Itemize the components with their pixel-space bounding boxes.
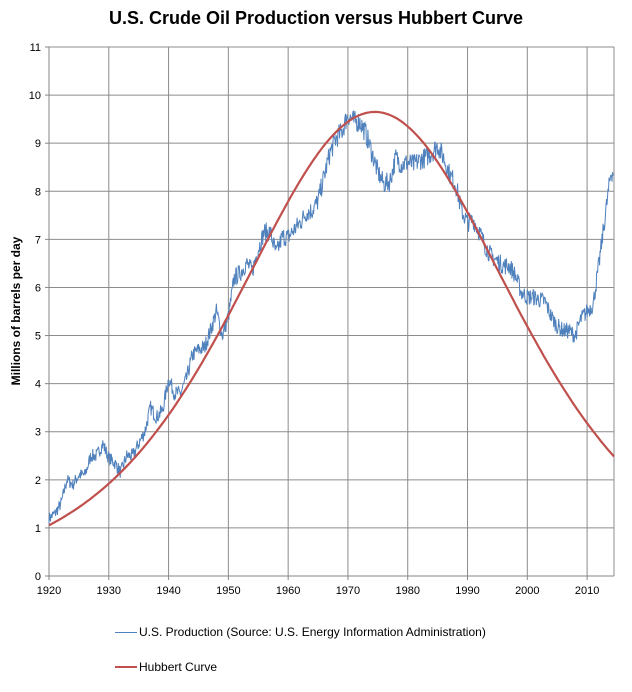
tick-labels: 0 1 2 3 4 5 6 7 8 9 10 11 1920 1930 1940 1950 1960 1970 19…: [29, 42, 600, 597]
y-tick-label-9: 9: [35, 138, 41, 150]
grid-lines: [49, 46, 615, 576]
y-tick-label-10: 10: [29, 90, 41, 102]
y-tick-label-8: 8: [35, 186, 41, 198]
series-line-hubbert-curve: [48, 110, 615, 527]
x-tick-label-1920: 1920: [37, 585, 61, 597]
legend-label-hubbert-curve: Hubbert Curve: [139, 660, 218, 674]
x-tick-label-1960: 1960: [276, 585, 300, 597]
y-tick-label-6: 6: [35, 282, 41, 294]
x-tick-label-1940: 1940: [156, 585, 180, 597]
x-tick-label-1980: 1980: [395, 585, 419, 597]
x-tick-label-1970: 1970: [336, 585, 360, 597]
y-tick-label-11: 11: [30, 42, 41, 54]
legend-swatch-hubbert-curve: [115, 666, 137, 668]
legend-label-us-production: U.S. Production (Source: U.S. Energy Inf…: [139, 625, 486, 639]
legend-item-us-production: U.S. Production (Source: U.S. Energy Inf…: [115, 625, 486, 639]
x-tick-label-1930: 1930: [97, 585, 121, 597]
y-tick-label-0: 0: [35, 571, 41, 583]
y-tick-label-2: 2: [35, 475, 41, 487]
legend-swatch-us-production: [115, 631, 137, 633]
chart-title: U.S. Crude Oil Production versus Hubbert…: [108, 8, 524, 28]
x-tick-label-2010: 2010: [575, 585, 599, 597]
x-tick-label-2000: 2000: [515, 585, 539, 597]
series-line-us-production: [48, 110, 614, 525]
x-tick-label-1990: 1990: [455, 585, 479, 597]
y-tick-label-1: 1: [35, 523, 41, 535]
legend-item-hubbert-curve: Hubbert Curve: [115, 660, 217, 674]
y-tick-label-3: 3: [35, 427, 41, 439]
y-tick-label-5: 5: [35, 331, 41, 343]
x-tick-label-1950: 1950: [216, 585, 240, 597]
y-tick-label-4: 4: [35, 379, 41, 391]
y-tick-label-7: 7: [35, 234, 41, 246]
series-lines: [48, 110, 615, 527]
axes: [45, 46, 614, 580]
